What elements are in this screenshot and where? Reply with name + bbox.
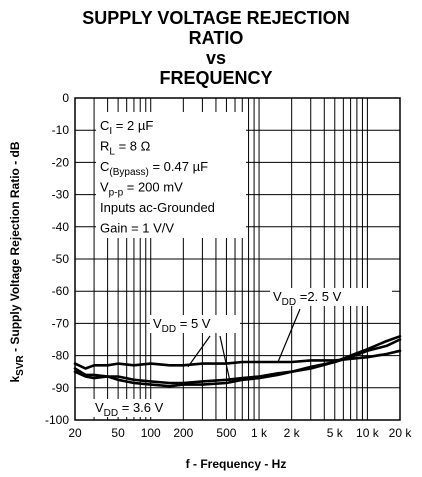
series-line-3 [73, 338, 402, 385]
y-tick-label: -30 [52, 188, 70, 202]
y-axis-label: kSVR - Supply Voltage Rejection Ratio - … [8, 141, 26, 382]
x-tick-label: 10 k [356, 426, 380, 440]
x-tick-label: 200 [173, 426, 193, 440]
label-bg [270, 288, 392, 306]
series-labels: VDD = 5 V VDD =2. 5 V VDD = 3.6 V [92, 288, 392, 419]
x-tick-label: 50 [111, 426, 125, 440]
y-tick-label: -80 [52, 349, 70, 363]
y-tick-label: -60 [52, 284, 70, 298]
x-tick-label: 500 [216, 426, 236, 440]
condition-line: C(Bypass) = 0.47 µF [100, 159, 208, 178]
y-tick-label: -100 [45, 413, 69, 427]
x-axis-label: f - Frequency - Hz [186, 457, 287, 471]
y-tick-labels: 0 -10 -20 -30 -40 -50 -60 -70 -80 -90 -100 [45, 91, 69, 427]
label-bg [92, 399, 172, 417]
x-tick-label: 2 k [284, 426, 301, 440]
y-tick-label: -40 [52, 220, 70, 234]
series-label-vdd-2p5v: VDD =2. 5 V [273, 289, 342, 308]
x-tick-label: 100 [141, 426, 161, 440]
chart-title-line-1: SUPPLY VOLTAGE REJECTION [82, 8, 349, 28]
x-tick-label: 5 k [327, 426, 344, 440]
x-tick-label: 20 k [389, 426, 413, 440]
conditions-background [96, 112, 246, 238]
condition-line: Inputs ac-Grounded [100, 200, 215, 215]
chart-title-line-4: FREQUENCY [159, 68, 272, 88]
condition-line: RL = 8 Ω [100, 139, 151, 158]
x-tick-labels: 20 50 100 200 500 1 k 2 k 5 k 10 k 20 k [68, 426, 412, 440]
label-leader [277, 308, 301, 363]
x-tick-label: 1 k [251, 426, 268, 440]
plot-curves [73, 335, 402, 388]
condition-line: Vp-p = 200 mV [100, 180, 183, 199]
y-tick-label: -20 [52, 155, 70, 169]
series-line-1 [73, 349, 402, 370]
chart-title-line-3: vs [206, 48, 226, 68]
y-tick-label: -10 [52, 123, 70, 137]
chart-title: SUPPLY VOLTAGE REJECTION RATIO vs FREQUE… [82, 8, 349, 88]
y-tick-label: -70 [52, 316, 70, 330]
y-tick-label: -50 [52, 252, 70, 266]
y-tick-label: -90 [52, 381, 70, 395]
plot-frame [74, 97, 401, 421]
series-label-vdd-3p6v: VDD = 3.6 V [95, 400, 164, 419]
test-conditions: CI = 2 µF RL = 8 ΩC(Bypass) = 0.47 µF Vp-p… [96, 112, 246, 238]
x-tick-label: 20 [68, 426, 82, 440]
condition-line: Gain = 1 V/V [100, 221, 174, 236]
condition-line: CI = 2 µF [100, 118, 153, 137]
chart-title-line-2: RATIO [189, 28, 244, 48]
label-leader [187, 335, 211, 368]
series-label-vdd-5v: VDD = 5 V [153, 316, 211, 335]
label-leader [219, 335, 231, 382]
y-tick-label: 0 [62, 91, 69, 105]
label-bg [150, 315, 240, 333]
